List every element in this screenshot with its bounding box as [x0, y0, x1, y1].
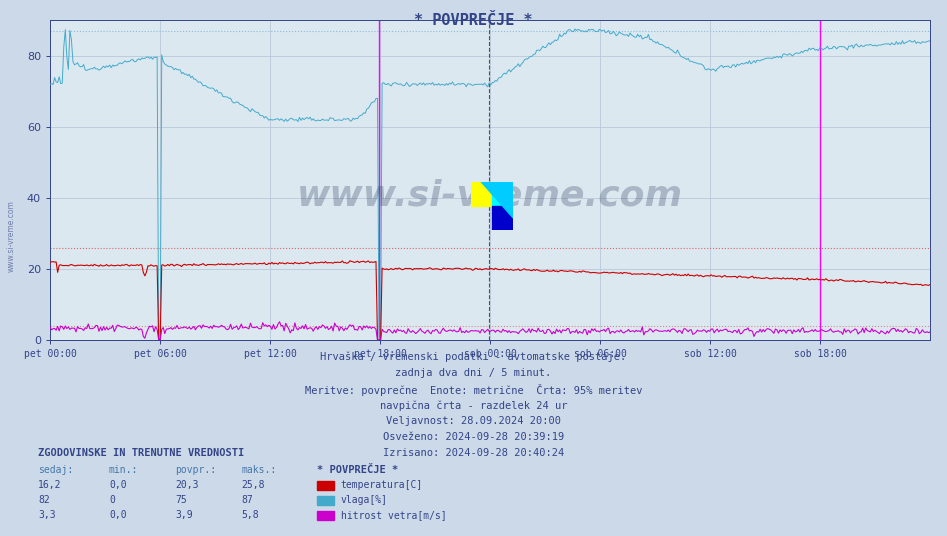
Bar — [471, 182, 491, 206]
Text: 16,2: 16,2 — [38, 480, 62, 490]
Text: 3,3: 3,3 — [38, 510, 56, 520]
Text: www.si-vreme.com: www.si-vreme.com — [297, 179, 683, 213]
Text: 25,8: 25,8 — [241, 480, 265, 490]
Text: 87: 87 — [241, 495, 253, 505]
Text: 5,8: 5,8 — [241, 510, 259, 520]
Text: Osveženo: 2024-09-28 20:39:19: Osveženo: 2024-09-28 20:39:19 — [383, 433, 564, 442]
Text: 20,3: 20,3 — [175, 480, 199, 490]
Bar — [491, 182, 513, 206]
Text: zadnja dva dni / 5 minut.: zadnja dva dni / 5 minut. — [396, 368, 551, 378]
Text: temperatura[C]: temperatura[C] — [341, 480, 423, 490]
Text: 75: 75 — [175, 495, 187, 505]
Text: 82: 82 — [38, 495, 49, 505]
Text: Veljavnost: 28.09.2024 20:00: Veljavnost: 28.09.2024 20:00 — [386, 416, 561, 426]
Text: Hrvaška / vremenski podatki - avtomatske postaje.: Hrvaška / vremenski podatki - avtomatske… — [320, 352, 627, 362]
Text: sedaj:: sedaj: — [38, 465, 73, 475]
Text: * POVPREČJE *: * POVPREČJE * — [317, 465, 399, 475]
Text: 0,0: 0,0 — [109, 480, 127, 490]
Text: ZGODOVINSKE IN TRENUTNE VREDNOSTI: ZGODOVINSKE IN TRENUTNE VREDNOSTI — [38, 448, 244, 458]
Text: povpr.:: povpr.: — [175, 465, 216, 475]
Text: 0,0: 0,0 — [109, 510, 127, 520]
Text: min.:: min.: — [109, 465, 138, 475]
Text: navpična črta - razdelek 24 ur: navpična črta - razdelek 24 ur — [380, 400, 567, 411]
Text: 0: 0 — [109, 495, 115, 505]
Text: 3,9: 3,9 — [175, 510, 193, 520]
Text: vlaga[%]: vlaga[%] — [341, 495, 388, 505]
Text: www.si-vreme.com: www.si-vreme.com — [7, 200, 16, 272]
Text: Izrisano: 2024-09-28 20:40:24: Izrisano: 2024-09-28 20:40:24 — [383, 449, 564, 458]
Bar — [491, 206, 513, 230]
Text: Meritve: povprečne  Enote: metrične  Črta: 95% meritev: Meritve: povprečne Enote: metrične Črta:… — [305, 384, 642, 396]
Text: * POVPREČJE *: * POVPREČJE * — [414, 13, 533, 28]
Text: hitrost vetra[m/s]: hitrost vetra[m/s] — [341, 510, 447, 520]
Polygon shape — [481, 182, 513, 218]
Text: maks.:: maks.: — [241, 465, 277, 475]
